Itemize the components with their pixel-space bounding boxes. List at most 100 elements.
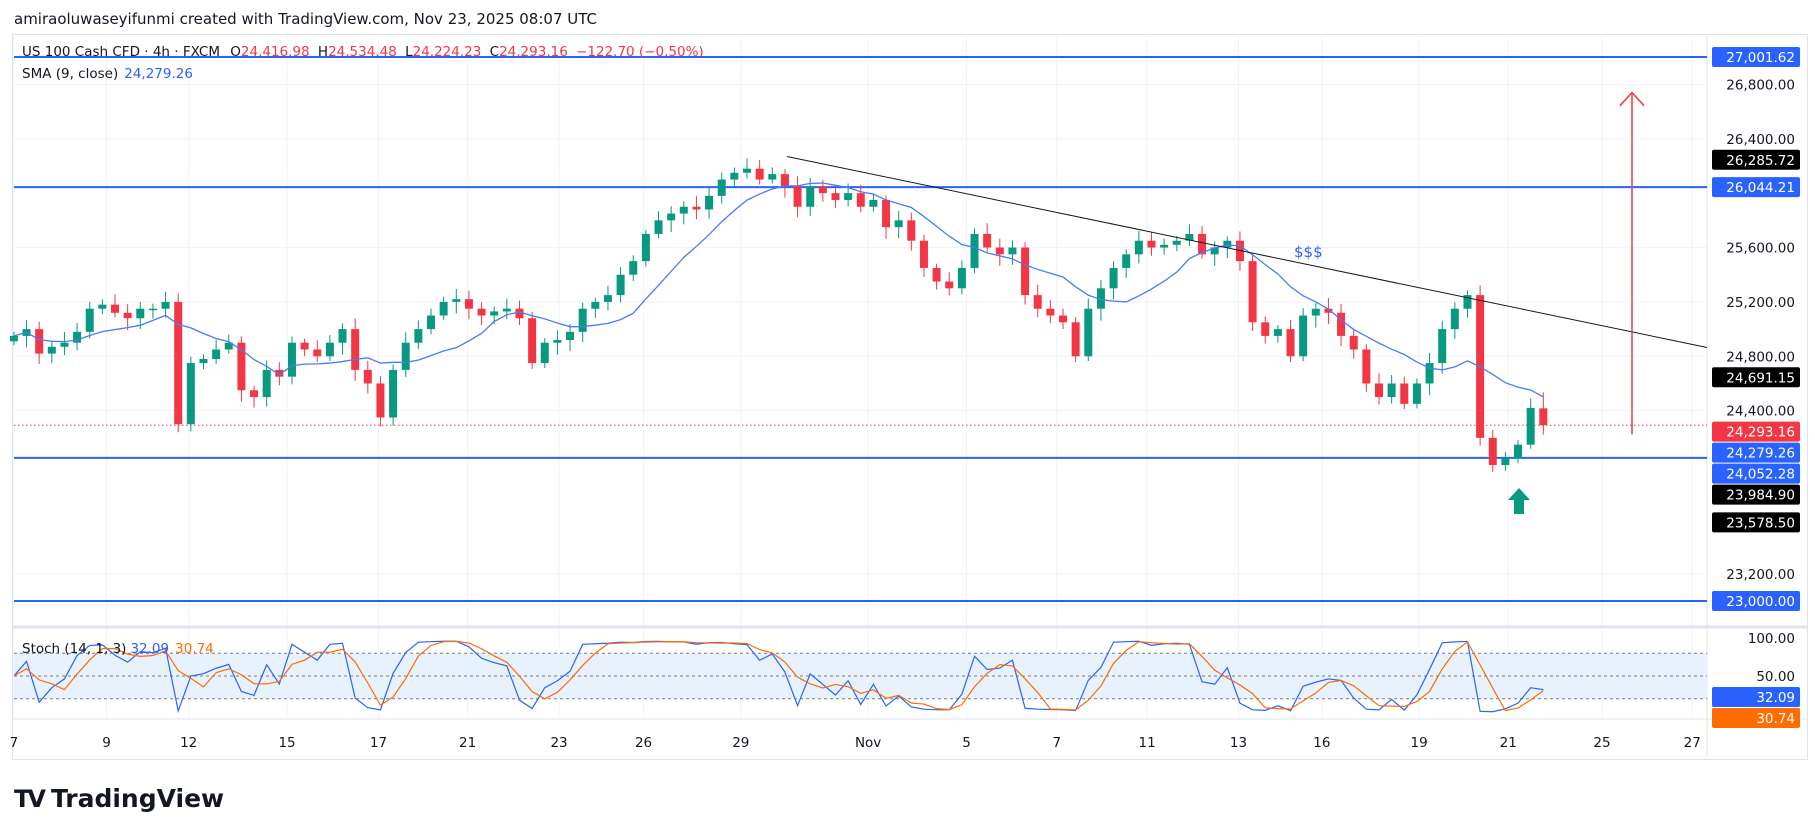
price-tick-label: 23,200.00 <box>1726 567 1795 583</box>
candle-body <box>262 369 271 398</box>
candle-body <box>1514 444 1523 459</box>
candle-body <box>376 383 385 418</box>
candle-body <box>502 308 511 312</box>
price-marker-badge-bg <box>1712 484 1800 505</box>
time-tick-label: 9 <box>102 735 111 751</box>
sma-legend[interactable]: SMA (9, close) 24,279.26 <box>22 66 193 82</box>
price-marker-badge-bg <box>1712 512 1800 533</box>
stoch-label: Stoch (14, 1, 3) <box>22 641 127 657</box>
candle-body <box>1488 437 1497 466</box>
candle-body <box>869 199 878 207</box>
price-marker-badge: 24,691.15 <box>1726 370 1795 386</box>
candle-body <box>1286 329 1295 357</box>
candle-body <box>1134 240 1143 255</box>
candle-body <box>300 342 309 350</box>
stoch-tick-label: 100.00 <box>1748 631 1795 647</box>
candle-body <box>528 318 537 364</box>
stoch-k-value: 32.09 <box>130 641 170 657</box>
target-arrowhead-icon <box>1619 91 1645 107</box>
candle-body <box>932 267 941 282</box>
candle-body <box>894 220 903 228</box>
candle-body <box>692 206 701 210</box>
stoch-k-badge: 32.09 <box>1756 690 1795 706</box>
candle-body <box>1021 247 1030 296</box>
tradingview-logo[interactable]: TV TradingView <box>14 784 224 813</box>
candle-body <box>1463 295 1472 309</box>
candle-body <box>477 308 486 316</box>
candle-body <box>629 261 638 275</box>
trendline <box>786 155 1708 348</box>
time-tick-label: 15 <box>278 735 295 751</box>
symbol-legend: US 100 Cash CFD · 4h · FXCM O24,416.98 H… <box>22 44 704 60</box>
stoch-d-value: 30.74 <box>175 641 214 657</box>
candle-body <box>338 329 347 343</box>
candle-body <box>983 233 992 248</box>
candle-body <box>98 304 107 309</box>
tradingview-logo-icon: TV <box>14 784 46 813</box>
sma-value: 24,279.26 <box>124 66 193 82</box>
price-tick-label: 25,200.00 <box>1726 295 1795 311</box>
candle-body <box>9 335 18 342</box>
candle-body <box>705 195 714 210</box>
time-tick-label: 27 <box>1684 735 1701 751</box>
candle-body <box>654 220 663 234</box>
candle-body <box>1210 247 1219 255</box>
change-value: −122.70 (−0.50%) <box>576 44 704 60</box>
candle-body <box>439 301 448 316</box>
candle-body <box>464 299 473 309</box>
candle-body <box>995 247 1004 255</box>
candle-body <box>717 179 726 196</box>
price-marker-badge: 23,984.90 <box>1726 488 1795 504</box>
stoch-k-line <box>13 640 1544 714</box>
candle-body <box>427 315 436 330</box>
candle-body <box>553 339 562 343</box>
time-tick-label: 26 <box>635 735 652 751</box>
level-price-badge-bg <box>1712 463 1800 484</box>
time-tick-label: 7 <box>1053 735 1062 751</box>
candle-body <box>806 186 815 207</box>
time-tick-label: 11 <box>1138 735 1155 751</box>
time-tick-label: 17 <box>370 735 387 751</box>
candle-body <box>1539 408 1548 426</box>
candle-body <box>578 308 587 332</box>
candle-body <box>1362 349 1371 384</box>
candle-body <box>616 274 625 296</box>
time-tick-label: 7 <box>10 735 19 751</box>
candle-body <box>351 329 360 370</box>
price-marker-badge: 24,279.26 <box>1726 446 1795 462</box>
candle-body <box>641 233 650 262</box>
candle-body <box>1412 383 1421 404</box>
price-marker-badge-bg <box>1712 442 1800 463</box>
candle-body <box>85 308 94 332</box>
candle-body <box>1147 240 1156 248</box>
candle-body <box>1008 247 1017 255</box>
candle-body <box>1387 383 1396 398</box>
candle-body <box>1109 267 1118 289</box>
time-tick-label: 21 <box>1500 735 1517 751</box>
stoch-legend[interactable]: Stoch (14, 1, 3) 32.09 30.74 <box>22 641 214 657</box>
level-price-badge-bg <box>1712 47 1800 67</box>
candle-body <box>1223 240 1232 248</box>
level-price-badge: 24,052.28 <box>1726 467 1795 483</box>
candle-body <box>730 172 739 180</box>
candle-body <box>136 308 145 319</box>
candle-body <box>237 342 246 391</box>
candle-body <box>957 267 966 289</box>
candle-body <box>73 331 82 343</box>
candle-body <box>1299 315 1308 357</box>
candle-body <box>1071 322 1080 357</box>
candle-body <box>1349 335 1358 350</box>
candle-body <box>919 240 928 268</box>
logo-text: TradingView <box>50 784 225 813</box>
symbol-name[interactable]: US 100 Cash CFD · 4h · FXCM <box>22 44 220 60</box>
candle-body <box>1198 233 1207 255</box>
candle-body <box>47 346 56 354</box>
time-tick-label: 21 <box>459 735 476 751</box>
level-price-badge-bg <box>1712 590 1800 611</box>
level-price-badge: 26,044.21 <box>1726 180 1795 196</box>
candle-body <box>452 299 461 302</box>
time-tick-label: 13 <box>1230 735 1247 751</box>
time-tick-label: 16 <box>1313 735 1330 751</box>
candle-body <box>414 329 423 343</box>
